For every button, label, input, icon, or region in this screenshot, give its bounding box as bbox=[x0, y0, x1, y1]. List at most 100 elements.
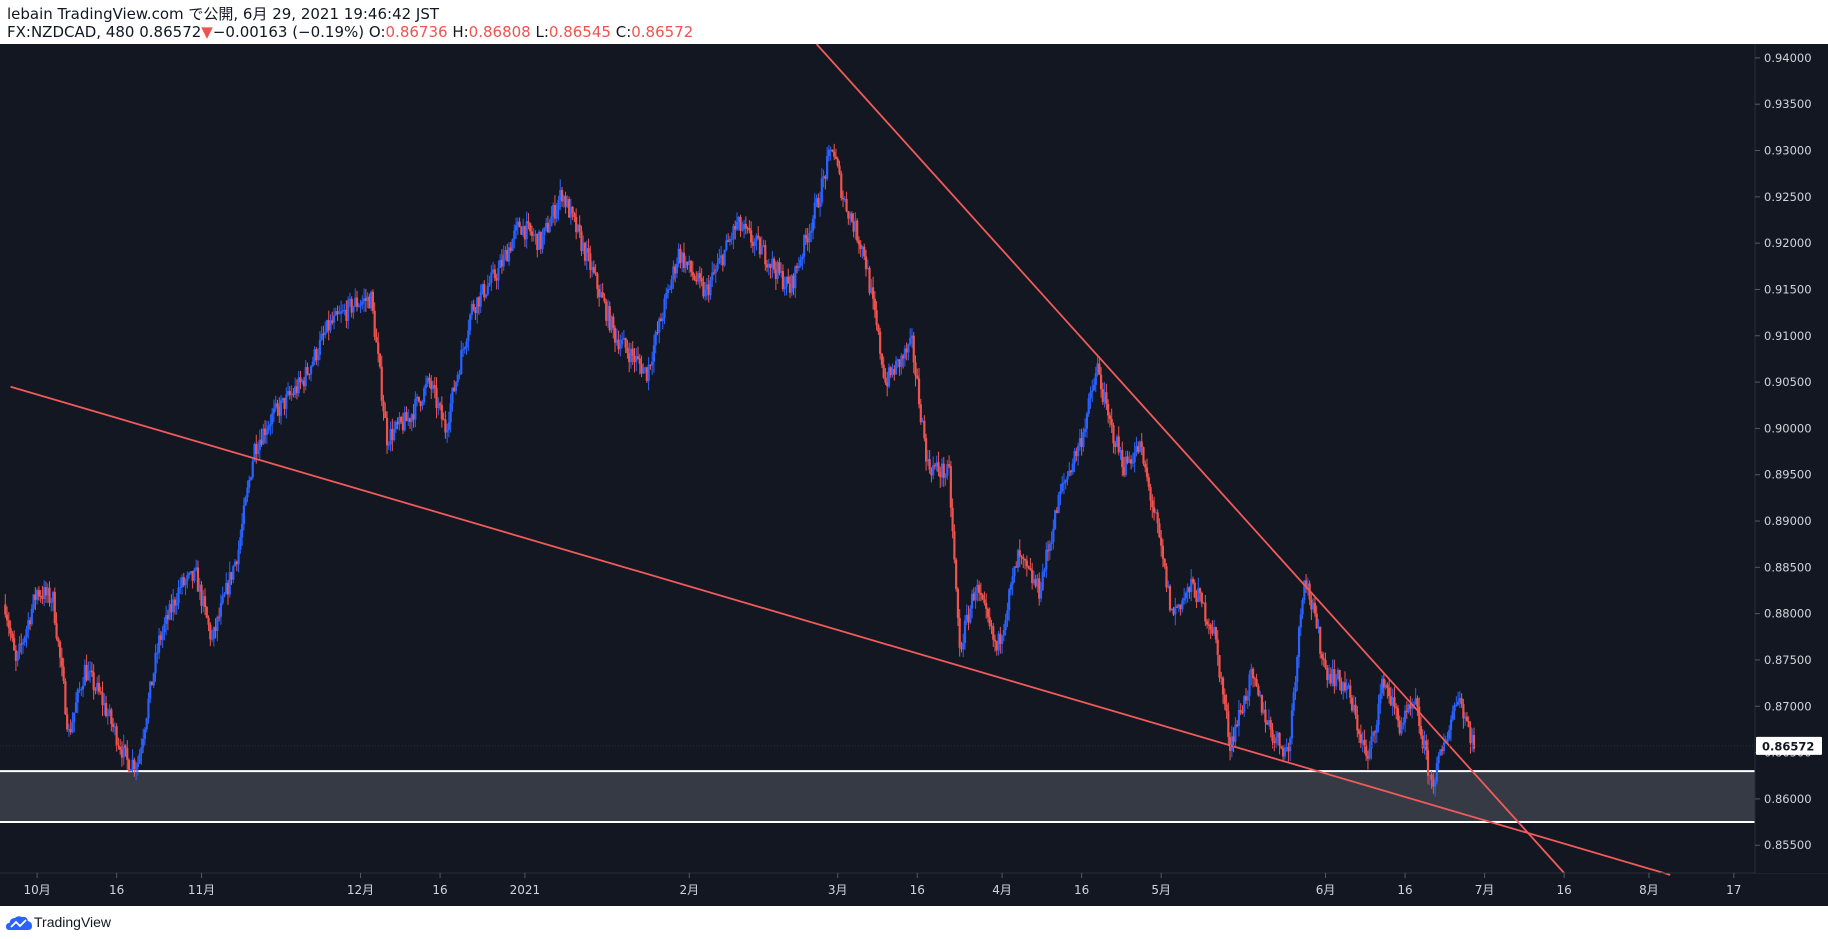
candle-body bbox=[933, 465, 937, 467]
candle-body bbox=[725, 240, 728, 250]
candle-body bbox=[182, 577, 185, 586]
candle-body bbox=[140, 747, 143, 754]
down-arrow-icon: ▼ bbox=[201, 23, 213, 41]
candle-body bbox=[157, 635, 161, 653]
candle-body bbox=[426, 377, 429, 384]
candle-body bbox=[173, 599, 177, 606]
candle-body bbox=[594, 272, 597, 274]
candle-body bbox=[1029, 567, 1032, 570]
candle-body bbox=[1179, 604, 1182, 610]
candle-body bbox=[1365, 745, 1368, 756]
candle-body bbox=[898, 359, 901, 367]
candle-body bbox=[438, 403, 442, 405]
candle-body bbox=[774, 269, 777, 279]
candle-body bbox=[730, 238, 733, 240]
candle-body bbox=[560, 189, 564, 202]
candle-body bbox=[1073, 450, 1076, 464]
price-chart[interactable]: 0.94000 0.93500 0.93000 0.92500 0.92000 0.915… bbox=[0, 44, 1828, 906]
candle-body bbox=[1186, 587, 1189, 593]
trendline-2[interactable] bbox=[815, 44, 1565, 874]
candle-body bbox=[817, 198, 820, 208]
candle-body bbox=[871, 287, 875, 299]
candle-body bbox=[820, 178, 823, 203]
candle-body bbox=[1055, 510, 1058, 514]
candle-body bbox=[1154, 512, 1157, 514]
candle-body bbox=[1366, 755, 1370, 759]
candle-body bbox=[1170, 608, 1173, 611]
candle-body bbox=[940, 463, 944, 478]
candle-body bbox=[781, 270, 785, 290]
candle-body bbox=[495, 278, 498, 281]
candle-body bbox=[1469, 727, 1472, 744]
candle-body bbox=[599, 292, 603, 298]
candle-body bbox=[1333, 669, 1336, 687]
candle-body bbox=[290, 393, 293, 396]
time-axis[interactable]: 10月 16 11月 12月 16 2021 2月 3月 16 4月 16 5月 6月 16 7月 16 8月 1… bbox=[23, 873, 1741, 897]
ohlc-line: FX:NZDCAD, 480 0.86572▼−0.00163 (−0.19%)… bbox=[7, 23, 693, 42]
candle-body bbox=[1239, 710, 1242, 713]
candle-body bbox=[198, 584, 201, 592]
candle-body bbox=[264, 428, 267, 436]
candle-body bbox=[831, 149, 834, 152]
candle-body bbox=[840, 173, 843, 198]
candle-body bbox=[723, 249, 726, 266]
candle-body bbox=[1230, 736, 1233, 751]
candle-body bbox=[1115, 436, 1119, 447]
candle-body bbox=[716, 263, 719, 270]
candle-body bbox=[1075, 450, 1078, 457]
candle-body bbox=[1290, 710, 1294, 739]
candle-body bbox=[668, 288, 671, 290]
candle-body bbox=[1087, 398, 1090, 414]
candle-body bbox=[1246, 695, 1249, 701]
last-price-badge-label: 0.86572 bbox=[1762, 739, 1814, 753]
candle-body bbox=[771, 258, 774, 268]
candle-body bbox=[1329, 674, 1332, 684]
candle-body bbox=[704, 289, 707, 297]
candle-body bbox=[543, 227, 546, 236]
candle-body bbox=[122, 744, 125, 758]
candle-body bbox=[415, 396, 419, 399]
candle-body bbox=[165, 615, 168, 625]
footer-brand[interactable]: TradingView bbox=[34, 914, 112, 930]
candle-body bbox=[149, 681, 152, 699]
candle-body bbox=[428, 377, 431, 382]
candle-body bbox=[569, 206, 572, 218]
candle-body bbox=[1228, 737, 1232, 751]
candle-body bbox=[709, 280, 712, 296]
candle-body bbox=[1343, 682, 1347, 691]
candle-body bbox=[1216, 639, 1219, 656]
candle-body bbox=[458, 374, 461, 376]
candle-body bbox=[285, 394, 288, 409]
candle-body bbox=[48, 587, 51, 603]
time-tick-label: 16 bbox=[1074, 883, 1089, 897]
candle-body bbox=[1409, 704, 1412, 709]
price-axis[interactable]: 0.94000 0.93500 0.93000 0.92500 0.92000 0.915… bbox=[1755, 44, 1828, 873]
candle-body bbox=[315, 349, 318, 361]
candle-body bbox=[453, 387, 456, 392]
candle-body bbox=[1296, 656, 1299, 683]
candle-body bbox=[742, 224, 746, 230]
candle-body bbox=[1403, 710, 1407, 723]
candle-body bbox=[384, 411, 387, 418]
candle-body bbox=[274, 403, 277, 409]
candle-body bbox=[1009, 584, 1013, 590]
candle-body bbox=[55, 623, 58, 639]
candle-body bbox=[686, 261, 689, 265]
candle-body bbox=[104, 702, 108, 717]
candle-body bbox=[879, 331, 882, 354]
time-tick-label: 16 bbox=[432, 883, 447, 897]
candle-body bbox=[578, 224, 581, 232]
candle-body bbox=[23, 637, 26, 643]
candle-body bbox=[1418, 706, 1421, 726]
candle-body bbox=[1204, 602, 1207, 622]
candle-body bbox=[670, 279, 673, 289]
candle-body bbox=[582, 242, 585, 252]
candle-body bbox=[387, 444, 390, 446]
candle-body bbox=[1379, 693, 1382, 704]
candle-body bbox=[460, 350, 463, 375]
support-zone[interactable] bbox=[0, 771, 1755, 823]
tradingview-cloud-icon[interactable] bbox=[6, 914, 32, 932]
candle-body bbox=[232, 566, 235, 580]
trendline-1[interactable] bbox=[10, 385, 1671, 876]
candle-body bbox=[1391, 697, 1394, 706]
